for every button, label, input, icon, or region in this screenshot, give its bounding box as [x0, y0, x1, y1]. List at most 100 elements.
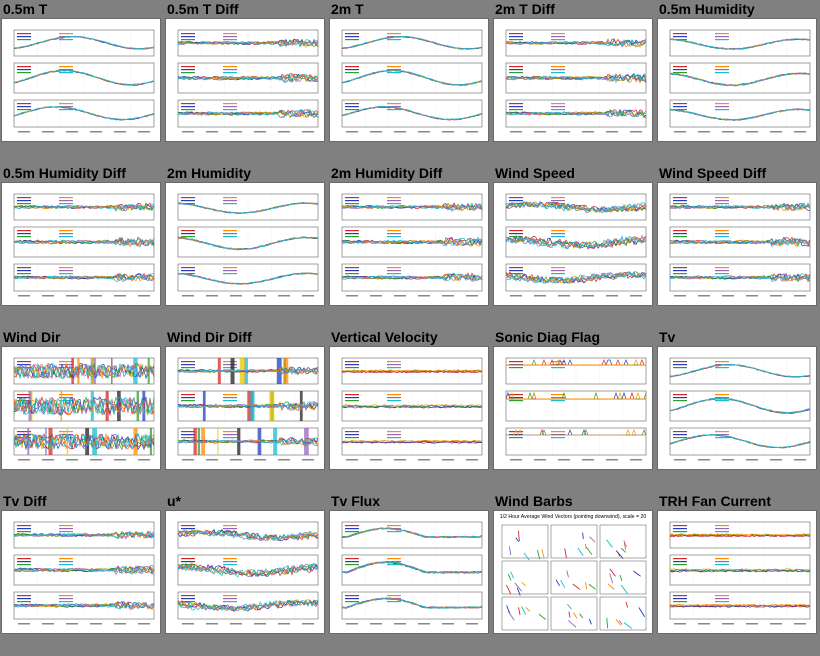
plot-tile[interactable]: Vertical Velocity [328, 328, 492, 492]
legend-swatch [17, 531, 31, 533]
plot-title[interactable]: 2m Humidity [167, 165, 252, 181]
plot-thumbnail[interactable] [494, 347, 652, 469]
plot-thumbnail[interactable] [330, 183, 488, 305]
legend-swatch [551, 36, 565, 38]
plot-title[interactable]: 0.5m T [3, 1, 48, 17]
legend-swatch [345, 203, 359, 205]
plot-title[interactable]: Sonic Diag Flag [495, 329, 601, 345]
legend-swatch [551, 66, 565, 68]
plot-title[interactable]: Tv Diff [3, 493, 47, 509]
plot-thumbnail[interactable] [166, 347, 324, 469]
plot-tile[interactable]: Wind Dir [0, 328, 164, 492]
x-tick-label [346, 459, 358, 461]
wind-barb [619, 574, 623, 582]
plot-tile[interactable]: Wind Speed Diff [656, 164, 820, 328]
plot-thumbnail[interactable] [166, 183, 324, 305]
plot-tile[interactable]: 2m Humidity [164, 164, 328, 328]
x-tick-label [302, 295, 314, 297]
x-tick-label [370, 295, 382, 297]
plot-thumbnail[interactable] [330, 347, 488, 469]
plot-title[interactable]: 0.5m T Diff [167, 1, 239, 17]
plot-thumbnail[interactable] [2, 19, 160, 141]
series-line [341, 527, 483, 539]
wind-barb [615, 619, 622, 626]
plot-tile[interactable]: Tv Diff [0, 492, 164, 656]
legend-swatch [509, 66, 523, 68]
legend-swatch [17, 595, 31, 597]
plot-tile[interactable]: 0.5m Humidity [656, 0, 820, 164]
plot-title[interactable]: Wind Dir Diff [167, 329, 252, 345]
plot-thumbnail[interactable] [658, 183, 816, 305]
plot-title[interactable]: 2m T [331, 1, 364, 17]
plot-thumbnail[interactable] [658, 347, 816, 469]
legend-swatch [673, 200, 687, 202]
x-tick-label [182, 131, 194, 133]
plot-tile[interactable]: 0.5m T [0, 0, 164, 164]
plot-title[interactable]: u* [167, 493, 181, 509]
plot-title[interactable]: Wind Barbs [495, 493, 573, 509]
plot-title[interactable]: 2m Humidity Diff [331, 165, 443, 181]
plot-title[interactable]: Wind Dir [3, 329, 61, 345]
plot-title[interactable]: Tv [659, 329, 676, 345]
plot-title[interactable]: 0.5m Humidity Diff [3, 165, 126, 181]
plot-tile[interactable]: 0.5m T Diff [164, 0, 328, 164]
plot-tile[interactable]: Wind Speed [492, 164, 656, 328]
plot-tile[interactable]: Tv Flux [328, 492, 492, 656]
plot-thumbnail[interactable] [494, 19, 652, 141]
plot-tile[interactable]: Wind Dir Diff [164, 328, 328, 492]
plot-thumbnail[interactable]: 1/2 Hour Average Wind Vectors (pointing … [494, 511, 652, 633]
plot-thumbnail[interactable] [2, 511, 160, 633]
plot-thumbnail[interactable] [166, 19, 324, 141]
plot-title[interactable]: Wind Speed [495, 165, 575, 181]
x-tick-label [90, 623, 102, 625]
plot-title[interactable]: 0.5m Humidity [659, 1, 755, 17]
plot-tile[interactable]: Tv [656, 328, 820, 492]
plot-title[interactable]: Vertical Velocity [331, 329, 438, 345]
plot-thumbnail[interactable] [494, 183, 652, 305]
plot-title[interactable]: TRH Fan Current [659, 493, 771, 509]
legend-swatch [673, 525, 687, 527]
legend-swatch [17, 103, 31, 105]
plot-tile[interactable]: 0.5m Humidity Diff [0, 164, 164, 328]
legend-swatch [17, 598, 31, 600]
plot-image [658, 511, 816, 633]
legend-swatch [59, 197, 73, 199]
plot-title[interactable]: Tv Flux [331, 493, 381, 509]
legend-swatch [673, 109, 687, 111]
plot-tile[interactable]: 2m T [328, 0, 492, 164]
plot-thumbnail[interactable] [330, 19, 488, 141]
plot-title[interactable]: Wind Speed Diff [659, 165, 767, 181]
plot-title[interactable]: 2m T Diff [495, 1, 555, 17]
wind-barb [521, 606, 527, 615]
series-line [177, 563, 319, 578]
legend-swatch [181, 200, 195, 202]
plot-tile[interactable]: 2m Humidity Diff [328, 164, 492, 328]
plot-tile[interactable]: Sonic Diag Flag [492, 328, 656, 492]
plot-background [166, 183, 324, 305]
plot-image [166, 183, 324, 305]
wind-barb [625, 601, 629, 608]
legend-swatch [345, 197, 359, 199]
plot-thumbnail[interactable] [658, 19, 816, 141]
plot-tile[interactable]: Wind Barbs 1/2 Hour Average Wind Vectors … [492, 492, 656, 656]
series-line [670, 108, 811, 121]
legend-swatch [181, 109, 195, 111]
series-line [505, 73, 647, 84]
plot-thumbnail[interactable] [2, 183, 160, 305]
plot-image [494, 347, 652, 469]
legend-swatch [387, 364, 401, 366]
series-line [13, 602, 155, 610]
legend-swatch [715, 236, 729, 238]
plot-thumbnail[interactable] [166, 511, 324, 633]
legend-swatch [223, 394, 237, 396]
plot-thumbnail[interactable] [658, 511, 816, 633]
x-tick-label [582, 131, 594, 133]
plot-tile[interactable]: u* [164, 492, 328, 656]
legend-swatch [551, 394, 565, 396]
legend-swatch [387, 531, 401, 533]
plot-tile[interactable]: 2m T Diff [492, 0, 656, 164]
plot-thumbnail[interactable] [330, 511, 488, 633]
plot-thumbnail[interactable] [2, 347, 160, 469]
plot-tile[interactable]: TRH Fan Current [656, 492, 820, 656]
plot-image [166, 511, 324, 633]
